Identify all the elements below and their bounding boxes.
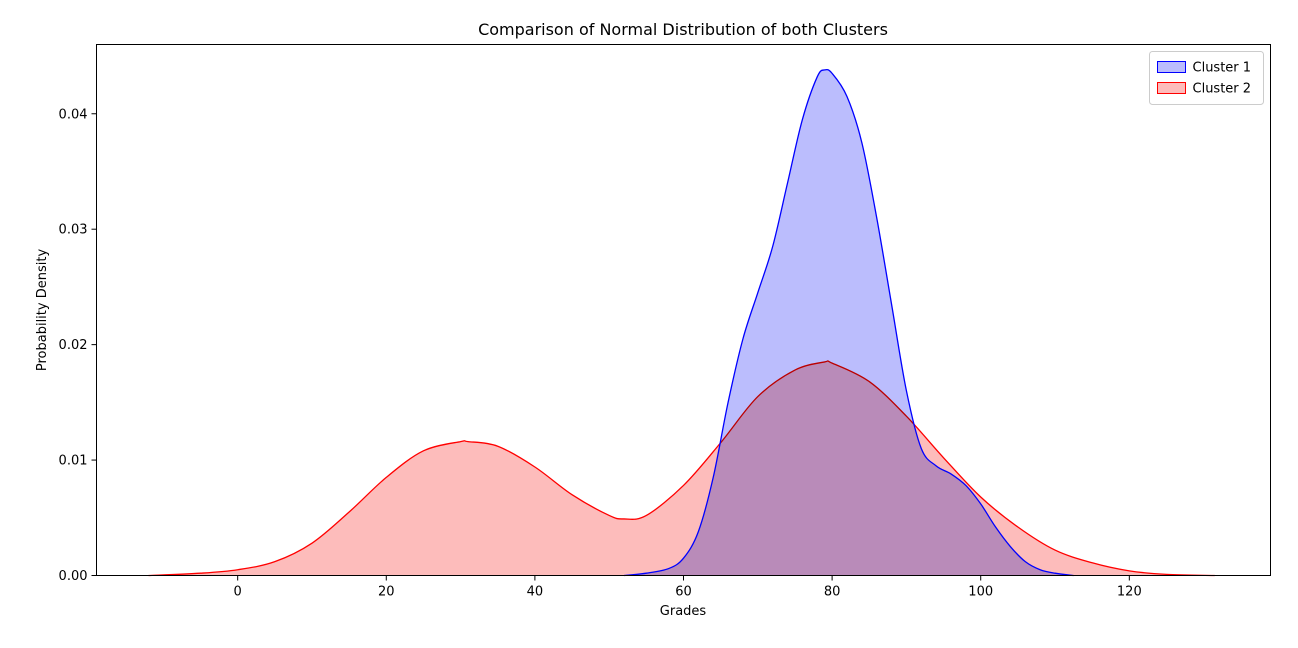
x-tick-label: 120: [1117, 585, 1142, 600]
series-line-cluster-1: [623, 68, 1074, 577]
y-axis-label: Probability Density: [35, 249, 50, 372]
series-line-cluster-2: [148, 360, 1215, 577]
legend-swatch-cluster-1: [1157, 61, 1186, 73]
legend: Cluster 1 Cluster 2: [1149, 51, 1264, 105]
chart-title: Comparison of Normal Distribution of bot…: [478, 20, 888, 39]
legend-label-cluster-2: Cluster 2: [1193, 82, 1252, 97]
plot-area: [148, 68, 1215, 577]
y-tick-label: 0.04: [59, 107, 88, 122]
legend-label-cluster-1: Cluster 1: [1193, 61, 1252, 76]
x-axis: 0 20 40 60 80 100 120: [234, 575, 1142, 600]
y-tick-label: 0.01: [59, 454, 88, 469]
y-tick-label: 0.00: [59, 569, 88, 584]
series-area-cluster-2: [148, 360, 1215, 576]
legend-frame: [1149, 51, 1264, 105]
x-tick-label: 100: [968, 585, 993, 600]
x-tick-label: 20: [378, 585, 395, 600]
x-tick-label: 0: [234, 585, 242, 600]
y-axis: 0.00 0.01 0.02 0.03 0.04: [59, 107, 97, 584]
series-area-cluster-1: [624, 69, 1074, 576]
x-tick-label: 40: [527, 585, 544, 600]
x-tick-label: 60: [675, 585, 692, 600]
x-tick-label: 80: [824, 585, 841, 600]
legend-swatch-cluster-2: [1157, 82, 1186, 94]
y-tick-label: 0.03: [59, 223, 88, 238]
y-tick-label: 0.02: [59, 338, 88, 353]
x-axis-label: Grades: [660, 604, 707, 619]
